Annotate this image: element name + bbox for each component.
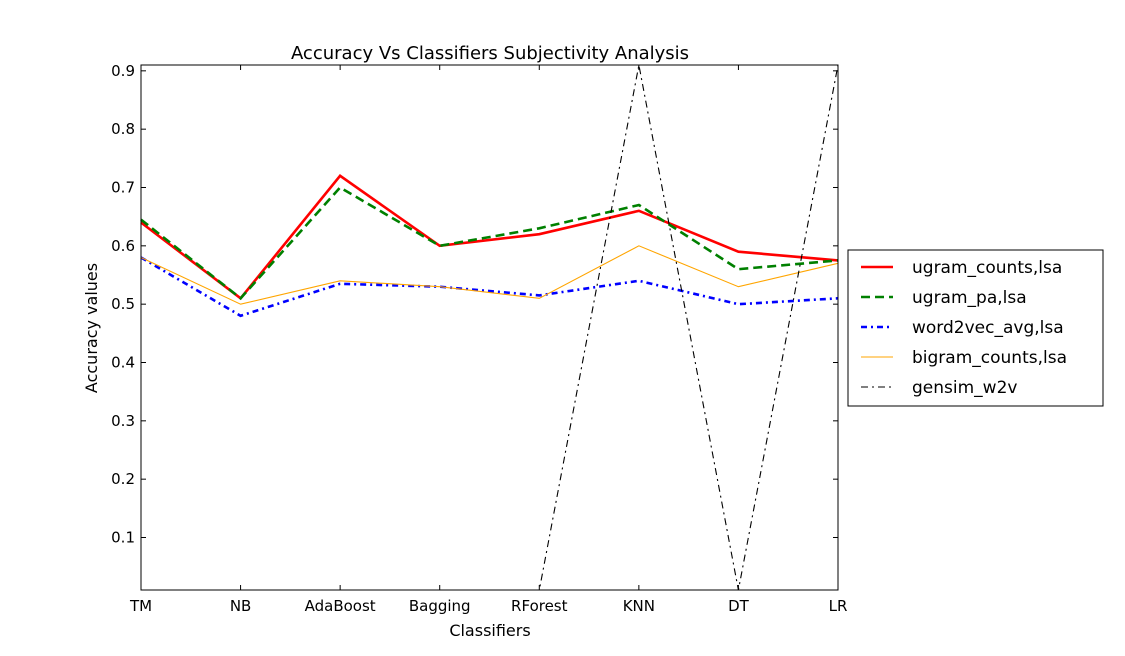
x-tick-label-adaboost: AdaBoost — [305, 597, 376, 615]
plot-frame — [140, 64, 839, 591]
x-axis-label: Classifiers — [449, 621, 530, 640]
x-tick-label-knn: KNN — [623, 597, 655, 615]
chart-title: Accuracy Vs Classifiers Subjectivity Ana… — [291, 43, 689, 64]
y-tick-label-0-9: 0.9 — [111, 62, 135, 80]
legend-box — [847, 249, 1104, 407]
legend: ugram_counts,lsa ugram_pa,lsa word2vec_avg… — [847, 249, 1104, 407]
legend-label-gensim-w2v: gensim_w2v — [912, 378, 1017, 398]
y-tick-label-0-1: 0.1 — [111, 529, 135, 547]
series-line-ugram-counts-lsa — [140, 174, 839, 301]
legend-label-ugram-pa-lsa: ugram_pa,lsa — [912, 288, 1027, 308]
legend-label-ugram-counts-lsa: ugram_counts,lsa — [912, 258, 1062, 278]
x-axis: TM NB AdaBoost Bagging RForest KNN DT LR — [129, 65, 847, 615]
series-line-ugram-pa-lsa — [140, 185, 839, 301]
y-tick-label-0-6: 0.6 — [111, 237, 135, 255]
legend-label-bigram-counts-lsa: bigram_counts,lsa — [912, 348, 1067, 368]
y-tick-label-0-7: 0.7 — [111, 179, 135, 197]
x-tick-label-rforest: RForest — [511, 597, 568, 615]
plot-lines — [140, 64, 839, 591]
y-tick-label-0-4: 0.4 — [111, 354, 135, 372]
y-tick-label-0-5: 0.5 — [111, 295, 135, 313]
y-tick-label-0-8: 0.8 — [111, 120, 135, 138]
x-tick-label-lr: LR — [829, 597, 848, 615]
x-tick-label-nb: NB — [230, 597, 252, 615]
series-line-gensim-w2v — [141, 64, 839, 591]
x-tick-label-bagging: Bagging — [409, 597, 471, 615]
y-tick-label-0-2: 0.2 — [111, 470, 135, 488]
x-tick-label-dt: DT — [728, 597, 750, 615]
y-axis-label: Accuracy values — [82, 263, 101, 393]
legend-label-word2vec-avg-lsa: word2vec_avg,lsa — [912, 318, 1064, 338]
y-tick-label-0-3: 0.3 — [111, 412, 135, 430]
y-axis: 0.1 0.2 0.3 0.4 0.5 0.6 0.7 0.8 0.9 — [111, 62, 838, 547]
series-line-bigram-counts-lsa — [140, 245, 839, 305]
x-tick-label-tm: TM — [129, 597, 152, 615]
series-line-word2vec-avg-lsa — [140, 256, 839, 318]
